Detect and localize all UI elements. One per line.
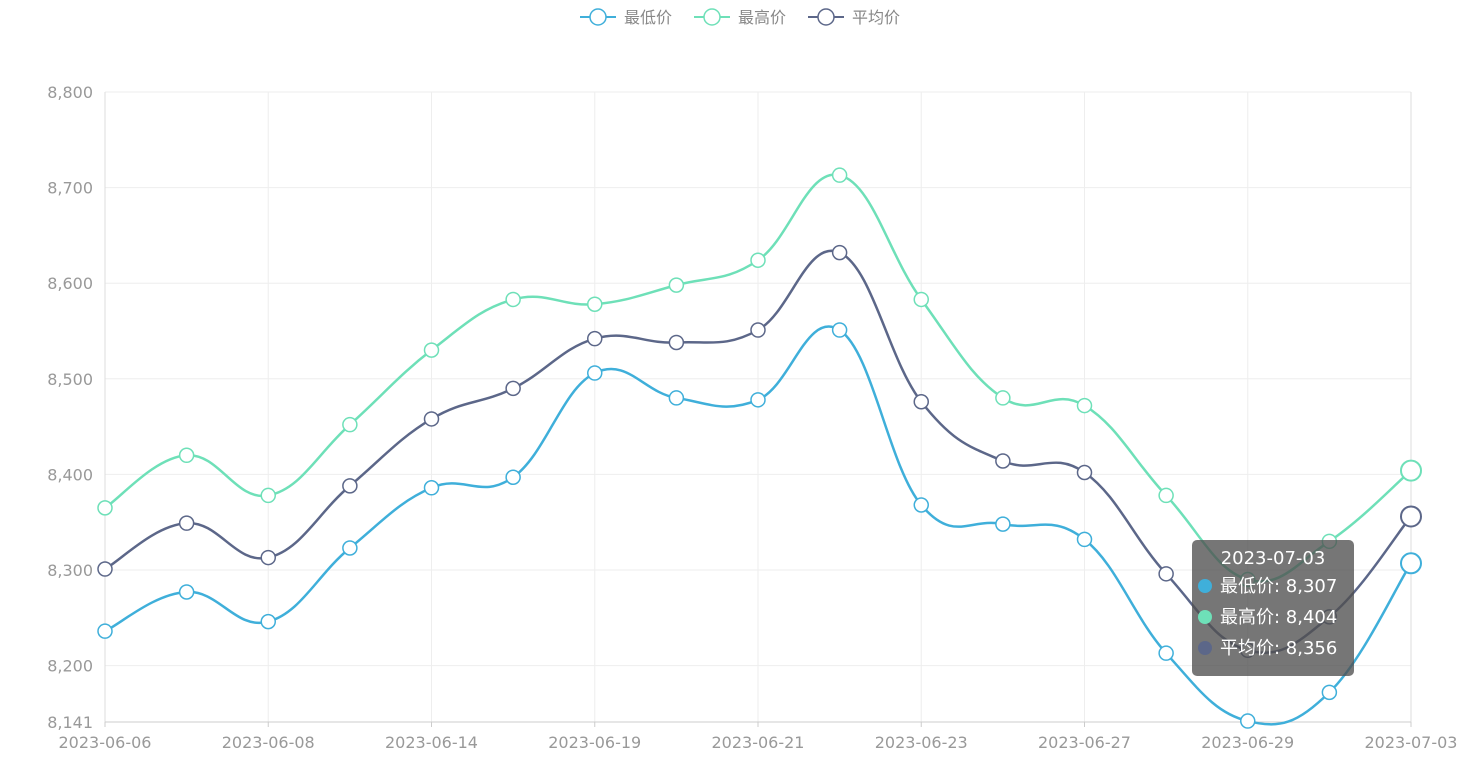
tooltip-row-max: 最高价: 8,404 [1198,602,1354,633]
legend-marker [589,8,607,26]
legend-marker [703,8,721,26]
series-points [97,167,1422,729]
data-point-max [995,390,1011,406]
x-tick-label: 2023-06-27 [1038,733,1131,752]
tooltip-dot-max [1198,610,1212,624]
tooltip-dot-avg [1198,641,1212,655]
data-point-avg [587,330,603,347]
data-point-min [587,365,603,381]
y-tick-label: 8,800 [47,83,93,102]
data-point-max [505,291,521,308]
legend-label: 平均价 [852,8,900,27]
data-point-max [423,342,440,358]
data-point-min [260,613,276,630]
data-point-min [995,516,1011,532]
data-point-min [1240,713,1256,729]
legend-item-min: 最低价 [580,8,672,27]
data-point-min [913,497,929,513]
tooltip-title: 2023-07-03 [1220,548,1326,569]
y-tick-label: 8,400 [47,465,93,484]
data-point-min [505,469,521,486]
x-tick-label: 2023-06-06 [59,733,152,752]
data-point-avg [831,244,848,261]
data-point-min [668,390,685,406]
series-line-min [104,325,1413,726]
data-point-max [831,167,848,183]
data-point-max [913,291,929,308]
legend: 最低价 最高价 平均价 [580,8,900,27]
data-point-max [1158,487,1174,504]
data-point-max [668,277,685,293]
x-tick-label: 2023-06-29 [1201,733,1294,752]
data-point-avg [178,515,195,531]
data-point-min [423,480,440,496]
data-point-avg [505,380,521,397]
tooltip-value-avg: 平均价: 8,356 [1220,638,1338,659]
data-point-avg [913,393,929,410]
tooltip: 2023-07-03 最低价: 8,307 最高价: 8,404 平均价: 8,… [1192,540,1354,676]
legend-label: 最高价 [738,8,786,27]
data-point-min [1321,684,1338,701]
y-tick-label: 8,141 [47,713,93,732]
data-point-avg [1076,464,1093,481]
tooltip-row-min: 最低价: 8,307 [1198,571,1354,602]
data-point-avg [97,561,113,577]
data-point-min [178,584,195,600]
x-tick-label: 2023-06-23 [875,733,968,752]
data-point-min [97,623,113,639]
data-point-max [260,487,276,504]
data-point-min [750,392,766,408]
legend-label: 最低价 [624,8,672,27]
tooltip-row-avg: 平均价: 8,356 [1198,633,1354,664]
data-point-avg [668,334,685,351]
legend-item-max: 最高价 [694,8,786,27]
x-tick-label: 2023-06-14 [385,733,478,752]
series-lines [104,173,1413,726]
y-tick-label: 8,700 [47,179,93,198]
data-point-max [342,416,358,433]
data-point-min [1076,531,1093,548]
data-point-min [342,540,358,556]
data-point-avg [1158,566,1174,582]
data-point-avg [1400,505,1422,528]
data-point-avg [750,322,766,338]
x-tick-label: 2023-06-19 [548,733,641,752]
data-point-avg [423,411,440,427]
y-tick-label: 8,300 [47,561,93,580]
y-tick-label: 8,500 [47,370,93,389]
data-point-avg [342,478,358,494]
data-point-max [1076,397,1093,414]
data-point-max [178,447,195,464]
data-point-min [1400,552,1422,575]
data-point-max [1400,459,1422,482]
legend-item-avg: 平均价 [808,8,900,27]
data-point-avg [260,549,276,566]
y-axis-tick-labels: 8,141 8,200 8,300 8,400 8,500 8,600 8,700 8,800 [47,83,93,732]
data-point-max [750,252,766,269]
x-tick-label: 2023-07-03 [1365,733,1458,752]
series-line-avg [104,249,1412,654]
y-tick-label: 8,600 [47,274,93,293]
x-tick-label: 2023-06-08 [222,733,315,752]
y-tick-label: 8,200 [47,657,93,676]
data-point-min [1158,645,1174,661]
x-axis-tick-labels: 2023-06-06 2023-06-08 2023-06-14 2023-06-19… [59,733,1458,752]
x-tick-label: 2023-06-21 [712,733,805,752]
axes [104,92,1412,727]
series-line-max [104,173,1412,583]
tooltip-value-min: 最低价: 8,307 [1220,576,1338,597]
tooltip-dot-min [1198,579,1212,593]
tooltip-value-max: 最高价: 8,404 [1220,607,1338,628]
data-point-max [97,500,113,516]
legend-marker [817,8,835,26]
data-point-max [587,296,603,312]
data-point-avg [995,453,1011,469]
data-point-min [831,322,848,338]
